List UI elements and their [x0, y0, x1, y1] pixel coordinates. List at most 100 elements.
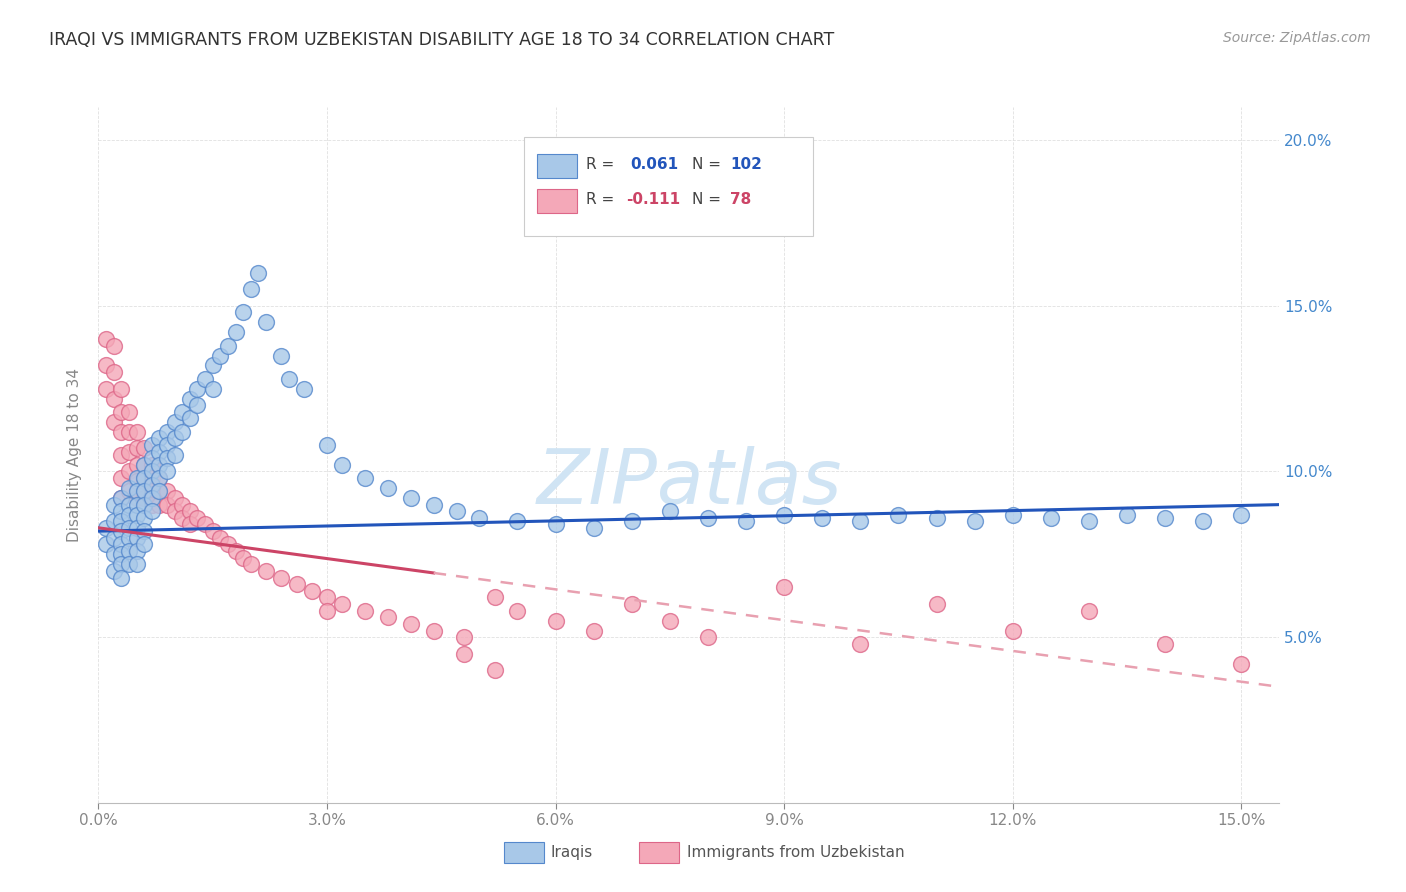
Point [186, 398, 208, 412]
Point [125, 508, 148, 522]
Point [141, 458, 163, 472]
Point [103, 365, 125, 379]
Point [156, 425, 179, 439]
Point [110, 382, 132, 396]
Point [316, 604, 339, 618]
Point [194, 517, 217, 532]
Point [110, 448, 132, 462]
Point [179, 411, 201, 425]
Point [125, 531, 148, 545]
Point [773, 508, 796, 522]
Point [811, 511, 834, 525]
Point [110, 514, 132, 528]
Point [163, 431, 186, 445]
FancyBboxPatch shape [537, 154, 576, 178]
Point [148, 471, 170, 485]
Point [110, 491, 132, 505]
Point [118, 481, 141, 495]
Point [110, 425, 132, 439]
Point [232, 550, 254, 565]
Point [110, 558, 132, 572]
Point [163, 448, 186, 462]
Point [399, 616, 422, 631]
Point [582, 521, 605, 535]
Point [330, 458, 353, 472]
Point [697, 630, 720, 644]
Point [94, 537, 117, 551]
Point [399, 491, 422, 505]
Point [156, 438, 179, 452]
Point [110, 524, 132, 538]
Point [118, 484, 141, 499]
Point [773, 581, 796, 595]
Point [156, 465, 179, 479]
Point [134, 498, 156, 512]
Y-axis label: Disability Age 18 to 34: Disability Age 18 to 34 [67, 368, 83, 542]
Text: Iraqis: Iraqis [551, 846, 593, 861]
Point [141, 477, 163, 491]
Point [125, 442, 148, 456]
Point [125, 484, 148, 499]
Point [134, 471, 156, 485]
Point [118, 544, 141, 558]
FancyBboxPatch shape [537, 189, 576, 213]
Point [148, 458, 170, 472]
Point [292, 382, 315, 396]
Point [354, 471, 377, 485]
Point [103, 547, 125, 561]
Point [354, 604, 377, 618]
FancyBboxPatch shape [523, 137, 813, 235]
Point [1078, 514, 1101, 528]
Point [141, 451, 163, 466]
Point [316, 438, 339, 452]
Point [270, 570, 292, 584]
Point [118, 444, 141, 458]
Point [254, 315, 277, 329]
Text: R =: R = [586, 157, 619, 172]
Point [201, 382, 224, 396]
Point [1230, 508, 1253, 522]
Point [134, 511, 156, 525]
Text: 102: 102 [730, 157, 762, 172]
Text: 78: 78 [730, 192, 752, 207]
Text: -0.111: -0.111 [626, 192, 681, 207]
Point [163, 415, 186, 429]
Point [330, 597, 353, 611]
Point [239, 282, 262, 296]
Point [849, 637, 872, 651]
Point [118, 558, 141, 572]
Point [134, 458, 156, 472]
Point [735, 514, 758, 528]
Point [148, 484, 170, 499]
Point [125, 471, 148, 485]
Point [103, 498, 125, 512]
Point [172, 498, 194, 512]
Point [110, 537, 132, 551]
Point [141, 471, 163, 485]
Point [148, 484, 170, 499]
Point [141, 504, 163, 518]
Point [125, 475, 148, 489]
Point [247, 266, 270, 280]
Point [118, 508, 141, 522]
Point [201, 359, 224, 373]
Point [172, 511, 194, 525]
Point [925, 511, 948, 525]
Point [110, 504, 132, 518]
Point [658, 614, 681, 628]
Point [544, 517, 567, 532]
Point [156, 451, 179, 466]
Point [1116, 508, 1139, 522]
Point [103, 564, 125, 578]
Point [118, 465, 141, 479]
Point [141, 484, 163, 499]
Point [94, 332, 117, 346]
Text: 0.061: 0.061 [630, 157, 678, 172]
Point [110, 570, 132, 584]
Text: Source: ZipAtlas.com: Source: ZipAtlas.com [1223, 31, 1371, 45]
Point [125, 521, 148, 535]
Point [316, 591, 339, 605]
Point [134, 537, 156, 551]
Point [179, 392, 201, 406]
Point [134, 524, 156, 538]
